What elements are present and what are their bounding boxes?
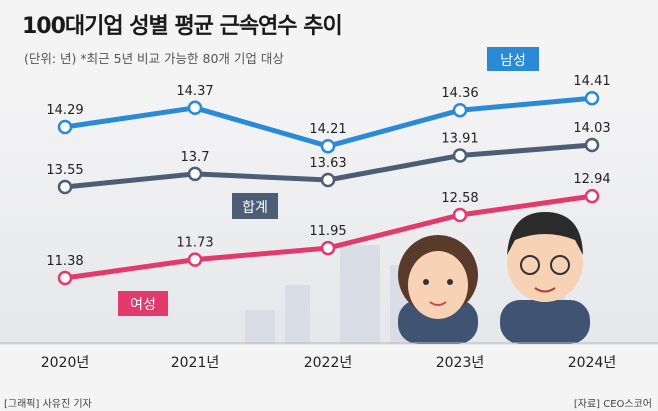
- woman-illustration: [398, 235, 478, 344]
- data-point-female: [57, 270, 73, 286]
- data-point-total: [187, 166, 203, 182]
- data-label-total: 13.91: [441, 132, 478, 147]
- data-point-male: [452, 102, 468, 118]
- credit: [그래픽] 사유진 기자: [4, 399, 92, 410]
- data-label-male: 14.36: [441, 86, 478, 101]
- data-label-male: 14.37: [176, 84, 213, 99]
- x-tick-label: 2024년: [568, 355, 617, 371]
- data-label-female: 11.38: [46, 254, 83, 269]
- data-label-male: 14.21: [309, 122, 346, 137]
- legend-male: 남성: [487, 47, 539, 71]
- data-label-female: 12.94: [573, 172, 610, 187]
- data-point-male: [187, 100, 203, 116]
- legend-female: 여성: [118, 291, 168, 316]
- data-point-total: [584, 137, 600, 153]
- legend-female-label: 여성: [130, 297, 156, 313]
- data-label-total: 13.7: [181, 150, 210, 165]
- x-tick-label: 2020년: [41, 355, 90, 371]
- data-label-male: 14.29: [46, 103, 83, 118]
- data-point-total: [452, 148, 468, 163]
- man-illustration: [500, 212, 590, 344]
- data-label-female: 12.58: [441, 191, 478, 206]
- data-point-total: [320, 172, 336, 188]
- x-tick-label: 2021년: [171, 355, 220, 371]
- data-label-female: 11.73: [176, 236, 213, 251]
- x-tick-label: 2023년: [436, 355, 485, 371]
- data-point-female: [452, 207, 468, 223]
- data-point-female: [584, 188, 600, 204]
- chart-subtitle: (단위: 년) *최근 5년 비교 가능한 80개 기업 대상: [24, 51, 284, 66]
- legend-total: 합계: [232, 193, 278, 219]
- data-point-male: [584, 90, 600, 106]
- data-point-male: [320, 138, 336, 154]
- data-label-total: 13.55: [46, 163, 83, 178]
- data-point-total: [57, 179, 73, 195]
- legend-male-label: 남성: [500, 53, 526, 69]
- x-tick-label: 2022년: [304, 355, 353, 371]
- data-point-female: [320, 240, 336, 256]
- data-label-total: 14.03: [573, 121, 610, 136]
- legend-total-label: 합계: [242, 200, 268, 216]
- data-label-total: 13.63: [309, 156, 346, 171]
- data-label-female: 11.95: [309, 224, 346, 239]
- data-label-male: 14.41: [573, 74, 610, 89]
- source: [자료] CEO스코어: [573, 399, 652, 410]
- chart-title: 100대기업 성별 평균 근속연수 추이: [22, 14, 343, 39]
- data-point-male: [57, 119, 73, 135]
- data-point-female: [187, 252, 203, 267]
